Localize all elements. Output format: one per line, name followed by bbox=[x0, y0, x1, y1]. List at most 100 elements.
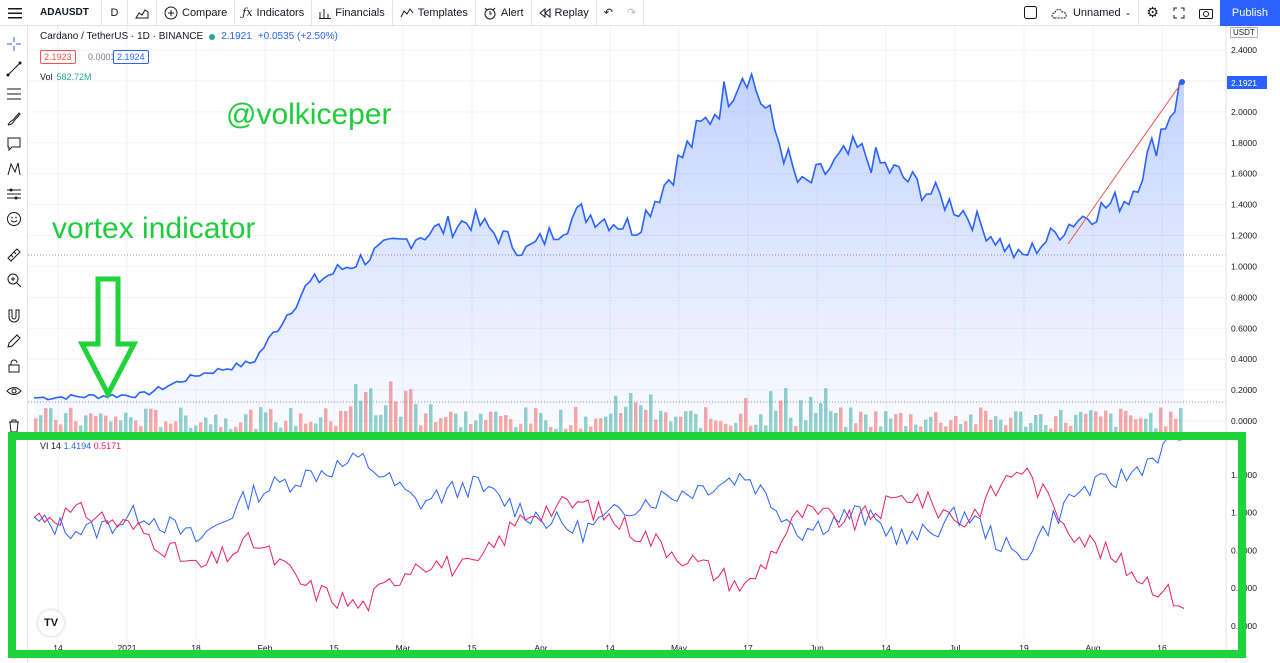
rewind-icon bbox=[538, 7, 551, 18]
stay-drawing-tool[interactable] bbox=[4, 331, 24, 351]
fullscreen-button[interactable] bbox=[1166, 0, 1192, 26]
volume-bar bbox=[659, 410, 663, 434]
volume-bar bbox=[339, 410, 343, 434]
interval-button[interactable]: D bbox=[102, 0, 128, 26]
settings-button[interactable]: ⚙ bbox=[1139, 0, 1166, 26]
prediction-tool[interactable] bbox=[4, 184, 24, 204]
chart-canvas[interactable]: 2.40002.20002.00001.80001.60001.40001.20… bbox=[28, 26, 1280, 663]
last-price-dot bbox=[1179, 79, 1185, 85]
fx-icon: ƒx bbox=[242, 6, 253, 19]
price-scale[interactable]: 2.40002.20002.00001.80001.60001.40001.20… bbox=[1231, 45, 1257, 426]
volume-bar bbox=[254, 428, 258, 434]
price-area-fill bbox=[34, 74, 1184, 421]
magnet-tool[interactable] bbox=[4, 306, 24, 326]
currency-label[interactable]: USDT bbox=[1230, 27, 1258, 38]
fib-tool[interactable] bbox=[4, 84, 24, 104]
undo-button[interactable]: ↶ bbox=[597, 0, 620, 26]
compare-button[interactable]: Compare bbox=[157, 0, 236, 26]
time-tick-label: Jul bbox=[950, 643, 961, 653]
buy-price-box[interactable]: 2.1924 bbox=[113, 50, 149, 64]
zoom-tool[interactable] bbox=[4, 270, 24, 290]
volume-bar bbox=[99, 413, 103, 434]
checkbox-icon bbox=[1023, 6, 1037, 19]
volume-bar bbox=[804, 420, 808, 434]
pattern-tool[interactable] bbox=[4, 159, 24, 179]
volume-bar bbox=[1044, 424, 1048, 434]
lock-icon bbox=[8, 359, 20, 373]
text-tool[interactable] bbox=[4, 134, 24, 154]
price-tick-label: 1.8000 bbox=[1231, 138, 1257, 148]
sell-price-box[interactable]: 2.1923 bbox=[40, 50, 76, 64]
volume-bar bbox=[604, 416, 608, 434]
crosshair-tool[interactable] bbox=[4, 34, 24, 54]
templates-button[interactable]: Templates bbox=[393, 0, 476, 26]
price-tick-label: 0.8000 bbox=[1231, 292, 1257, 302]
remove-tool[interactable] bbox=[4, 416, 24, 436]
volume-bar bbox=[139, 425, 143, 434]
volume-bar bbox=[129, 417, 133, 434]
volume-bar bbox=[479, 413, 483, 434]
publish-button[interactable]: Publish bbox=[1219, 0, 1280, 26]
select-layout-checkbox[interactable] bbox=[1017, 0, 1044, 26]
volume-bar bbox=[909, 414, 913, 434]
volume-bar bbox=[544, 420, 548, 434]
price-tick-label: 1.6000 bbox=[1231, 169, 1257, 179]
financials-button[interactable]: Financials bbox=[312, 0, 393, 26]
drawn-trend-line[interactable] bbox=[1067, 81, 1183, 245]
layout-name-button[interactable]: Unnamed ⌄ bbox=[1044, 0, 1140, 26]
volume-bar bbox=[579, 428, 583, 434]
volume-bar bbox=[449, 411, 453, 434]
brush-tool[interactable] bbox=[4, 109, 24, 129]
volume-bar bbox=[699, 428, 703, 434]
time-tick-label: 17 bbox=[743, 643, 753, 653]
redo-button[interactable]: ↷ bbox=[620, 0, 645, 26]
volume-bar bbox=[459, 427, 463, 434]
volume-bar bbox=[999, 419, 1003, 434]
snapshot-button[interactable] bbox=[1192, 0, 1220, 26]
redo-icon: ↷ bbox=[627, 7, 637, 19]
volume-bar bbox=[664, 412, 668, 434]
chart-style-button[interactable] bbox=[128, 0, 157, 26]
volume-bar bbox=[1004, 425, 1008, 434]
volume-bar bbox=[644, 409, 648, 434]
ruler-icon bbox=[7, 248, 21, 262]
volume-bar bbox=[334, 425, 338, 434]
volume-bar bbox=[944, 426, 948, 434]
volume-bar bbox=[844, 426, 848, 434]
volume-bar bbox=[1144, 418, 1148, 434]
volume-bar bbox=[1099, 416, 1103, 434]
alert-label: Alert bbox=[500, 6, 524, 19]
symbol-search-button[interactable]: ADAUSDT bbox=[30, 0, 102, 26]
volume-bar bbox=[34, 418, 38, 434]
volume-bar bbox=[94, 416, 98, 434]
volume-bar bbox=[314, 423, 318, 434]
volume-bar bbox=[1019, 411, 1023, 434]
vi-scale[interactable]: 1.2000 1.0000 0.8000 0.6000 0.4000 bbox=[1231, 470, 1257, 631]
volume-bar bbox=[1164, 426, 1168, 434]
vi-tick-label: 0.4000 bbox=[1231, 621, 1257, 631]
volume-bar bbox=[729, 425, 733, 434]
time-axis[interactable]: 14 2021 18 Feb 15 Mar 15 Apr 14 May 17 Jun 14 Jul 19 Au… bbox=[53, 643, 1167, 653]
alert-button[interactable]: Alert bbox=[476, 0, 532, 26]
volume-bar bbox=[854, 423, 858, 434]
volume-bar bbox=[589, 426, 593, 434]
price-tick-label: 1.2000 bbox=[1231, 231, 1257, 241]
indicators-button[interactable]: ƒx Indicators bbox=[235, 0, 313, 26]
volume-bar bbox=[399, 416, 403, 434]
volume-bar bbox=[989, 419, 993, 434]
menu-button[interactable] bbox=[0, 0, 30, 26]
volume-bar bbox=[319, 417, 323, 434]
time-tick-label: Aug bbox=[1085, 643, 1100, 653]
volume-bar bbox=[564, 428, 568, 434]
volume-bar bbox=[1119, 408, 1123, 434]
hide-tool[interactable] bbox=[4, 381, 24, 401]
volume-bar bbox=[1089, 410, 1093, 434]
measure-tool[interactable] bbox=[4, 245, 24, 265]
trend-line-tool[interactable] bbox=[4, 59, 24, 79]
replay-button[interactable]: Replay bbox=[532, 0, 597, 26]
icons-tool[interactable] bbox=[4, 209, 24, 229]
tradingview-logo[interactable]: TV bbox=[38, 610, 64, 636]
last-price-marker bbox=[1227, 76, 1267, 89]
volume-bar bbox=[44, 408, 48, 434]
lock-tool[interactable] bbox=[4, 356, 24, 376]
